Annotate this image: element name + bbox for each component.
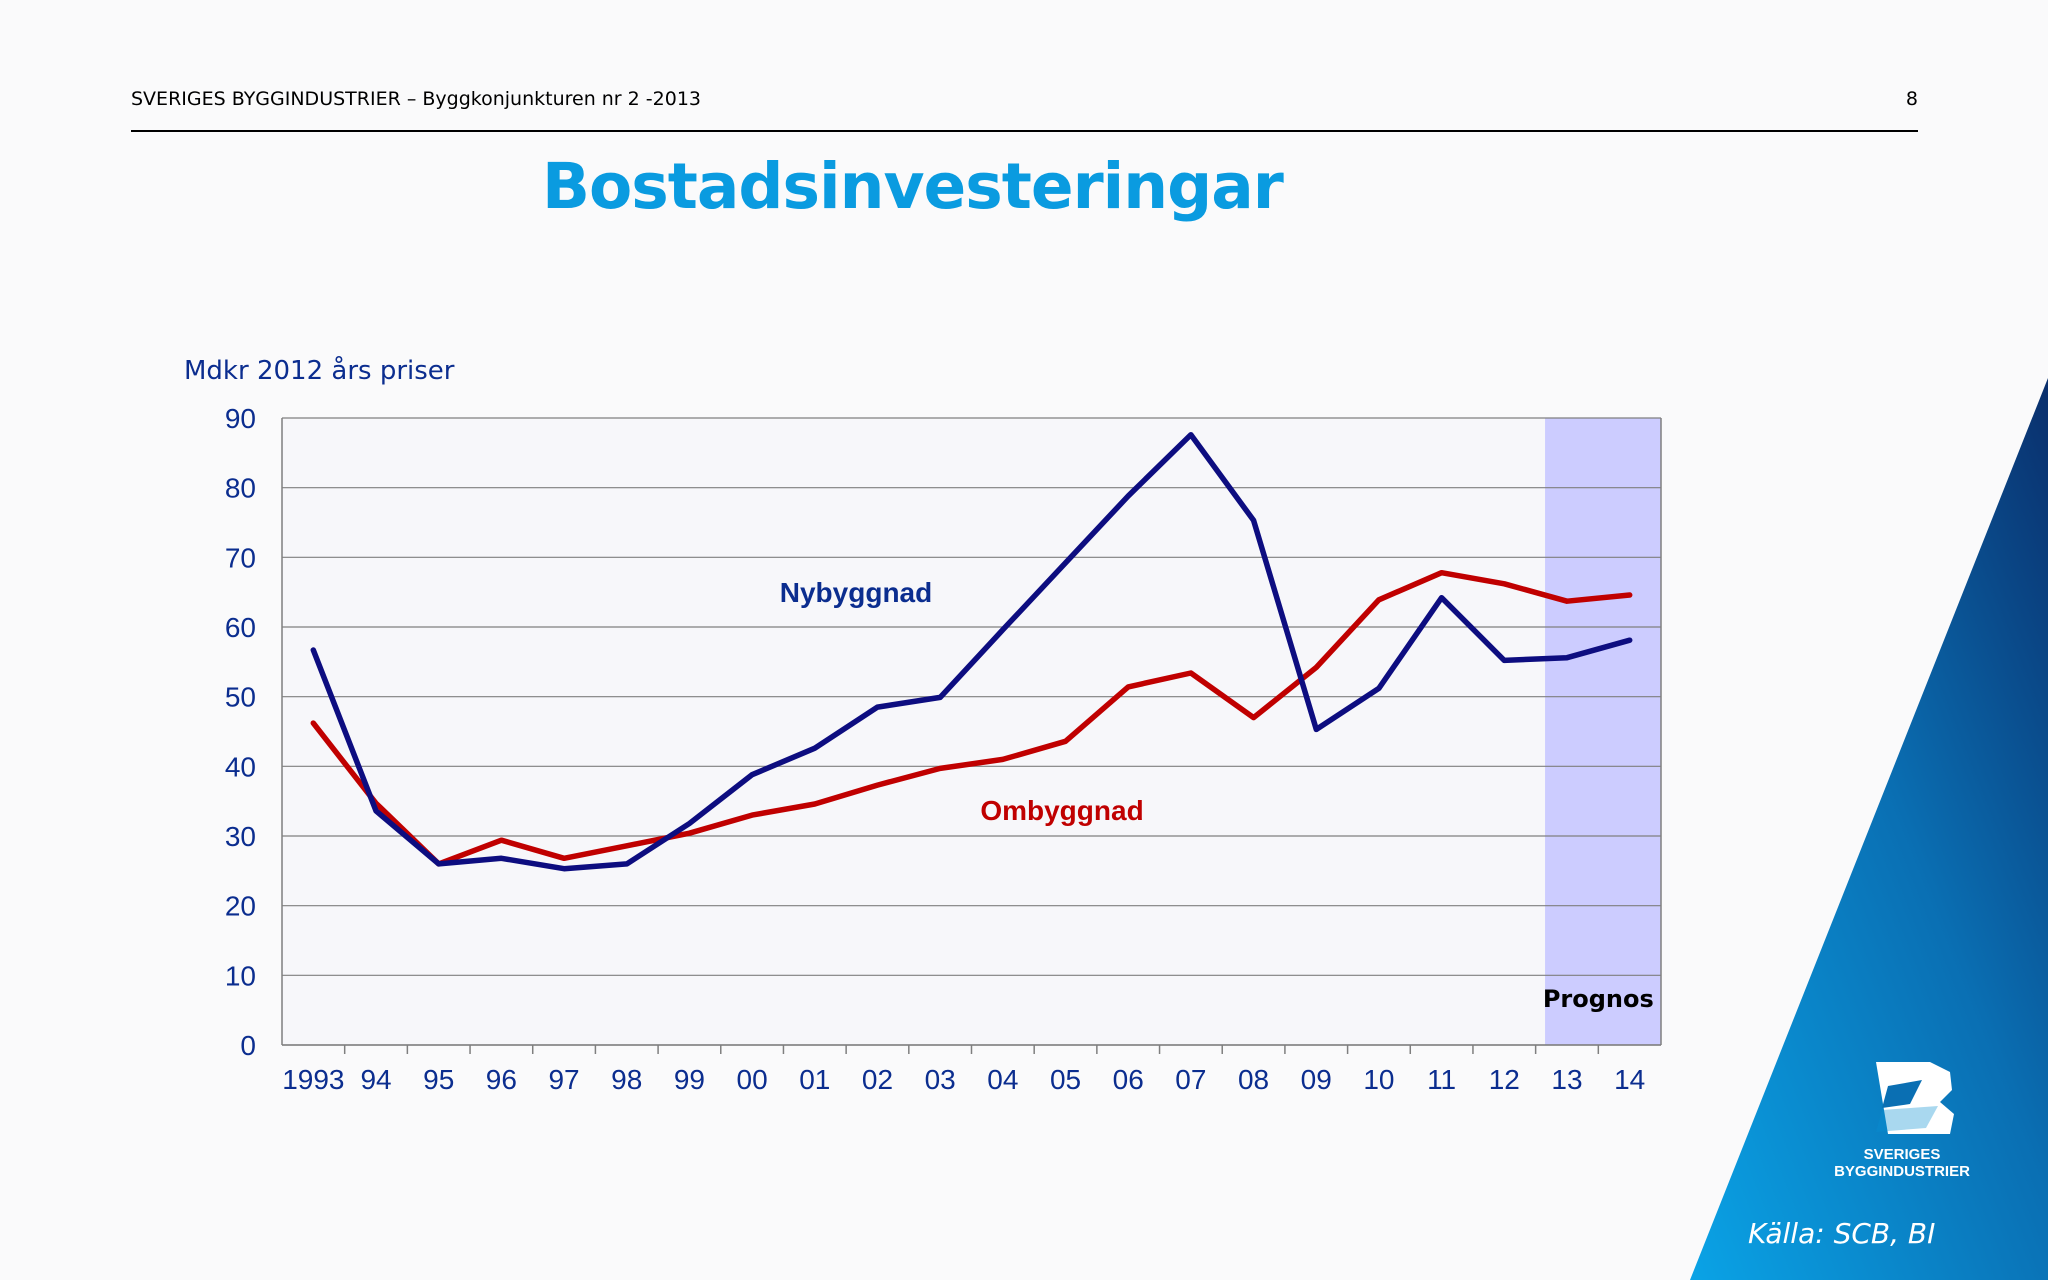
page-header: SVERIGES BYGGINDUSTRIER – Byggkonjunktur… <box>131 84 1918 132</box>
logo-text-line1: SVERIGES <box>1863 1146 1941 1163</box>
y-tick-label: 0 <box>240 1030 256 1061</box>
y-tick-label: 50 <box>225 682 256 713</box>
x-tick-label: 94 <box>360 1064 391 1095</box>
x-tick-label: 95 <box>423 1064 454 1095</box>
forecast-label: Prognos <box>1543 985 1654 1013</box>
x-tick-label: 96 <box>486 1064 517 1095</box>
x-tick-label: 01 <box>799 1064 830 1095</box>
y-tick-label: 40 <box>225 751 256 782</box>
forecast-band <box>1545 418 1661 1045</box>
y-axis-unit-label: Mdkr 2012 års priser <box>184 356 455 386</box>
x-tick-label: 09 <box>1301 1064 1332 1095</box>
x-tick-label: 06 <box>1113 1064 1144 1095</box>
y-tick-label: 60 <box>225 612 256 643</box>
x-tick-label: 02 <box>862 1064 893 1095</box>
y-tick-label: 80 <box>225 473 256 504</box>
slide-title: Bostadsinvesteringar <box>542 150 1284 223</box>
y-tick-label: 30 <box>225 821 256 852</box>
logo-b-mark <box>1876 1062 1954 1134</box>
x-tick-label: 98 <box>611 1064 642 1095</box>
series-line-ombyggnad <box>310 569 1633 867</box>
x-tick-label: 13 <box>1551 1064 1582 1095</box>
series-label-ombyggnad: Ombyggnad <box>980 795 1143 826</box>
plot-area <box>282 418 1661 1045</box>
header-title: SVERIGES BYGGINDUSTRIER – Byggkonjunktur… <box>131 88 701 110</box>
x-tick-label: 14 <box>1614 1064 1645 1095</box>
x-tick-label: 05 <box>1050 1064 1081 1095</box>
x-tick-label: 1993 <box>282 1064 344 1095</box>
x-tick-label: 99 <box>674 1064 705 1095</box>
x-tick-label: 11 <box>1427 1064 1456 1095</box>
x-tick-label: 04 <box>987 1064 1018 1095</box>
page-number: 8 <box>1905 88 1918 110</box>
x-tick-label: 12 <box>1489 1064 1520 1095</box>
series-line-nybyggnad <box>310 431 1633 872</box>
company-logo: SVERIGES BYGGINDUSTRIER <box>1818 1058 1986 1183</box>
y-tick-label: 10 <box>225 960 256 991</box>
series-label-nybyggnad: Nybyggnad <box>780 577 932 608</box>
x-tick-label: 07 <box>1175 1064 1206 1095</box>
x-tick-label: 10 <box>1363 1064 1394 1095</box>
y-tick-label: 70 <box>225 542 256 573</box>
y-tick-label: 20 <box>225 891 256 922</box>
source-note: Källa: SCB, BI <box>1748 1217 1936 1250</box>
x-tick-label: 00 <box>737 1064 768 1095</box>
x-tick-label: 03 <box>925 1064 956 1095</box>
x-tick-label: 08 <box>1238 1064 1269 1095</box>
logo-text-line2: BYGGINDUSTRIER <box>1834 1163 1970 1180</box>
x-tick-label: 97 <box>548 1064 579 1095</box>
y-tick-label: 90 <box>225 403 256 434</box>
